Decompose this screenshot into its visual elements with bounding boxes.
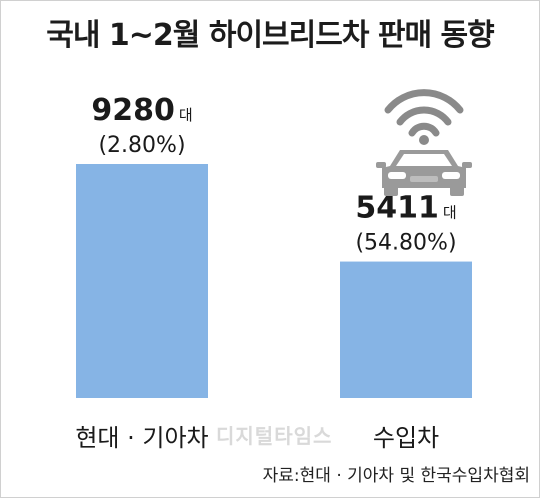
bar-2: [340, 261, 472, 398]
share-label-1: (2.80%): [98, 133, 185, 158]
value-label-1: 9280 대: [91, 93, 192, 128]
category-label-1: 현대 · 기아차: [75, 424, 208, 452]
value-label-2: 5411 대: [355, 191, 456, 226]
share-label-2: (54.80%): [355, 231, 456, 256]
watermark: 디지털타임스: [216, 424, 333, 448]
bar-1: [76, 164, 208, 398]
category-label-2: 수입차: [373, 424, 439, 452]
chart-title: 국내 1~2월 하이브리드차 판매 동향: [46, 18, 494, 53]
value-unit-2: 대: [443, 204, 457, 222]
value-unit-1: 대: [179, 106, 193, 124]
value-number-1: 9280: [91, 93, 175, 128]
value-number-2: 5411: [355, 191, 439, 226]
source-note: 자료:현대 · 기아차 및 한국수입차협회: [262, 466, 530, 486]
connected-car-icon: [376, 89, 472, 196]
